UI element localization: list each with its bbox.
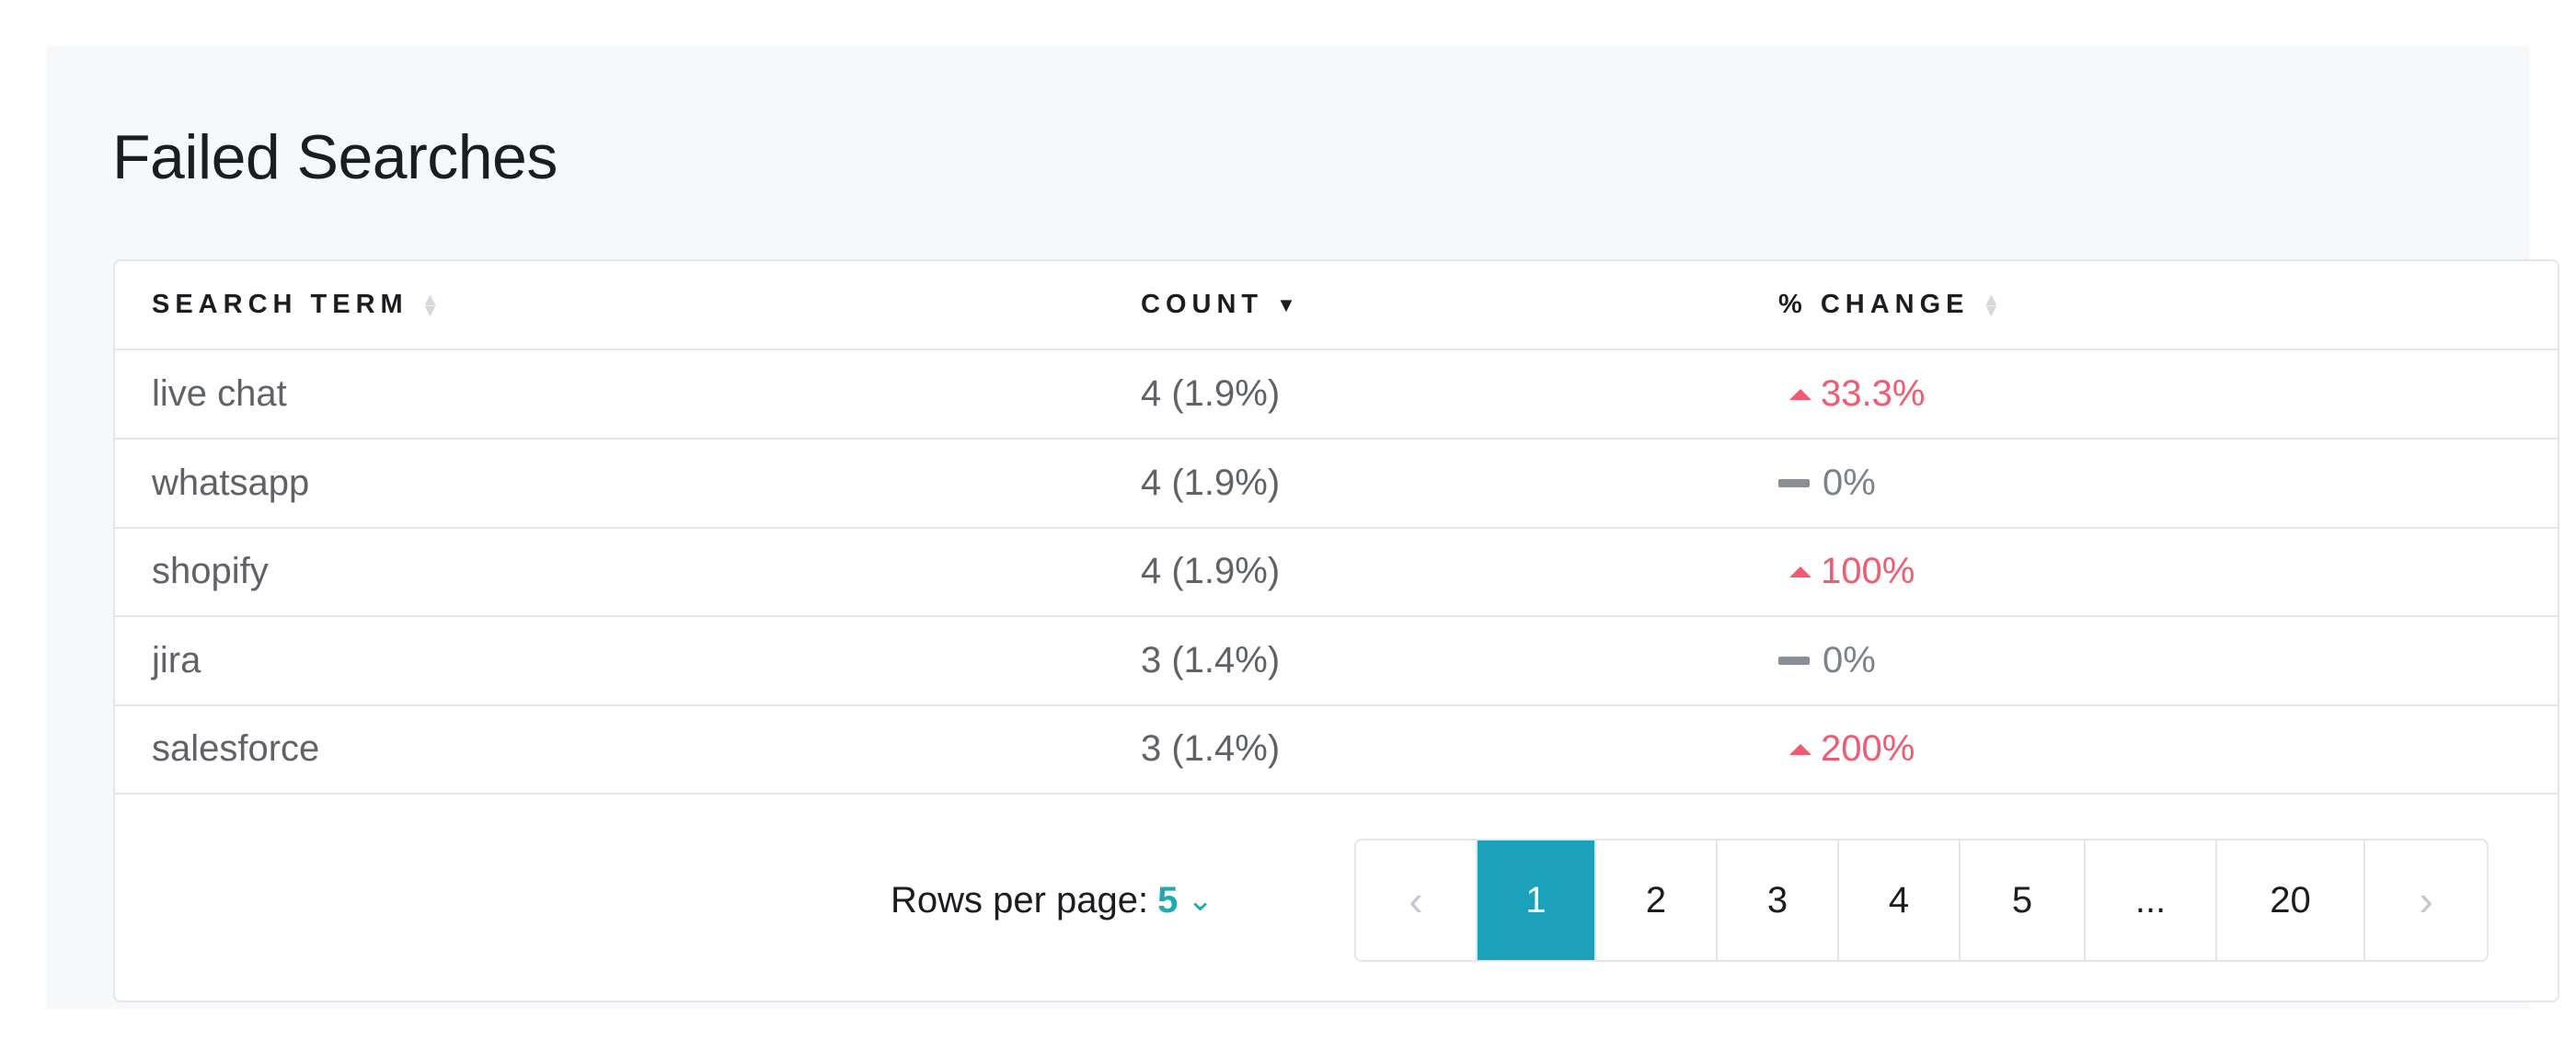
column-header-search-term[interactable]: SEARCH TERM ▲ ▼ — [152, 261, 439, 349]
no-change-icon — [1778, 656, 1810, 665]
page-button[interactable]: 2 — [1594, 840, 1716, 960]
trend-up-icon — [1789, 566, 1811, 577]
count-cell: 3 (1.4%) — [1141, 728, 1281, 769]
change-cell: 200% — [1778, 705, 1915, 793]
column-header-count[interactable]: COUNT ▼ — [1141, 261, 1296, 349]
count-cell: 4 (1.9%) — [1141, 551, 1281, 591]
failed-searches-panel: Failed Searches SEARCH TERM ▲ ▼ COUNT ▼ % C… — [46, 46, 2559, 1009]
sort-icon: ▲ ▼ — [1982, 289, 2001, 321]
no-change-icon — [1778, 478, 1810, 487]
chevron-down-icon[interactable]: ⌄ — [1187, 883, 1213, 918]
page-button[interactable]: 3 — [1716, 840, 1837, 960]
change-cell: 33.3% — [1778, 350, 1925, 438]
next-page-button[interactable]: › — [2363, 840, 2487, 960]
page-button[interactable]: 4 — [1837, 840, 1959, 960]
page-ellipsis: ... — [2084, 840, 2215, 960]
table-row: live chat 4 (1.9%) 33.3% — [115, 350, 2558, 440]
rows-per-page: Rows per page: 5 ⌄ — [891, 839, 1213, 962]
sort-descending-icon: ▼ — [1276, 292, 1296, 316]
page-title: Failed Searches — [112, 122, 558, 192]
change-value: 0% — [1823, 462, 1876, 503]
failed-searches-table: SEARCH TERM ▲ ▼ COUNT ▼ % CHANGE ▲ ▼ live cha… — [113, 259, 2559, 1002]
pagination: ‹ 1 2 3 4 5 ... 20 › — [1354, 839, 2489, 962]
change-cell: 0% — [1778, 617, 1876, 704]
search-term-cell: jira — [152, 639, 201, 680]
rows-per-page-label: Rows per page: — [891, 879, 1149, 920]
chevron-right-icon: › — [2419, 876, 2433, 924]
change-cell: 0% — [1778, 440, 1876, 527]
column-label: SEARCH TERM — [152, 290, 408, 319]
trend-up-icon — [1789, 743, 1811, 755]
table-row: salesforce 3 (1.4%) 200% — [115, 705, 2558, 795]
page-button[interactable]: 20 — [2215, 840, 2363, 960]
current-page-button[interactable]: 1 — [1476, 840, 1594, 960]
previous-page-button[interactable]: ‹ — [1356, 840, 1476, 960]
rows-per-page-select[interactable]: 5 — [1157, 879, 1179, 920]
count-cell: 4 (1.9%) — [1141, 462, 1281, 503]
search-term-cell: salesforce — [152, 728, 320, 769]
sort-icon: ▲ ▼ — [420, 289, 440, 321]
column-header-change[interactable]: % CHANGE ▲ ▼ — [1778, 261, 2000, 349]
count-cell: 3 (1.4%) — [1141, 639, 1281, 680]
change-value: 0% — [1823, 639, 1876, 680]
search-term-cell: live chat — [152, 373, 287, 414]
search-term-cell: whatsapp — [152, 462, 310, 503]
change-value: 100% — [1821, 551, 1915, 591]
chevron-left-icon: ‹ — [1409, 876, 1423, 924]
table-row: jira 3 (1.4%) 0% — [115, 617, 2558, 706]
column-label: COUNT — [1141, 290, 1264, 319]
table-header: SEARCH TERM ▲ ▼ COUNT ▼ % CHANGE ▲ ▼ — [115, 261, 2558, 350]
table-row: whatsapp 4 (1.9%) 0% — [115, 440, 2558, 529]
change-value: 33.3% — [1821, 373, 1926, 414]
count-cell: 4 (1.9%) — [1141, 373, 1281, 414]
column-label: % CHANGE — [1778, 290, 1970, 319]
page-button[interactable]: 5 — [1959, 840, 2084, 960]
table-row: shopify 4 (1.9%) 100% — [115, 528, 2558, 617]
change-value: 200% — [1821, 728, 1915, 769]
trend-up-icon — [1789, 388, 1811, 400]
search-term-cell: shopify — [152, 551, 269, 591]
change-cell: 100% — [1778, 528, 1915, 615]
